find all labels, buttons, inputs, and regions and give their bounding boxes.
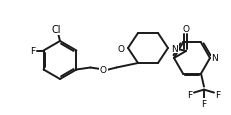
Text: F: F xyxy=(215,90,220,99)
Text: O: O xyxy=(100,65,106,74)
Text: F: F xyxy=(201,99,206,108)
Text: O: O xyxy=(182,24,189,33)
Text: F: F xyxy=(187,90,192,99)
Text: O: O xyxy=(117,44,124,53)
Text: N: N xyxy=(211,54,217,63)
Text: N: N xyxy=(171,44,178,53)
Text: Cl: Cl xyxy=(51,25,61,35)
Text: F: F xyxy=(30,47,35,56)
